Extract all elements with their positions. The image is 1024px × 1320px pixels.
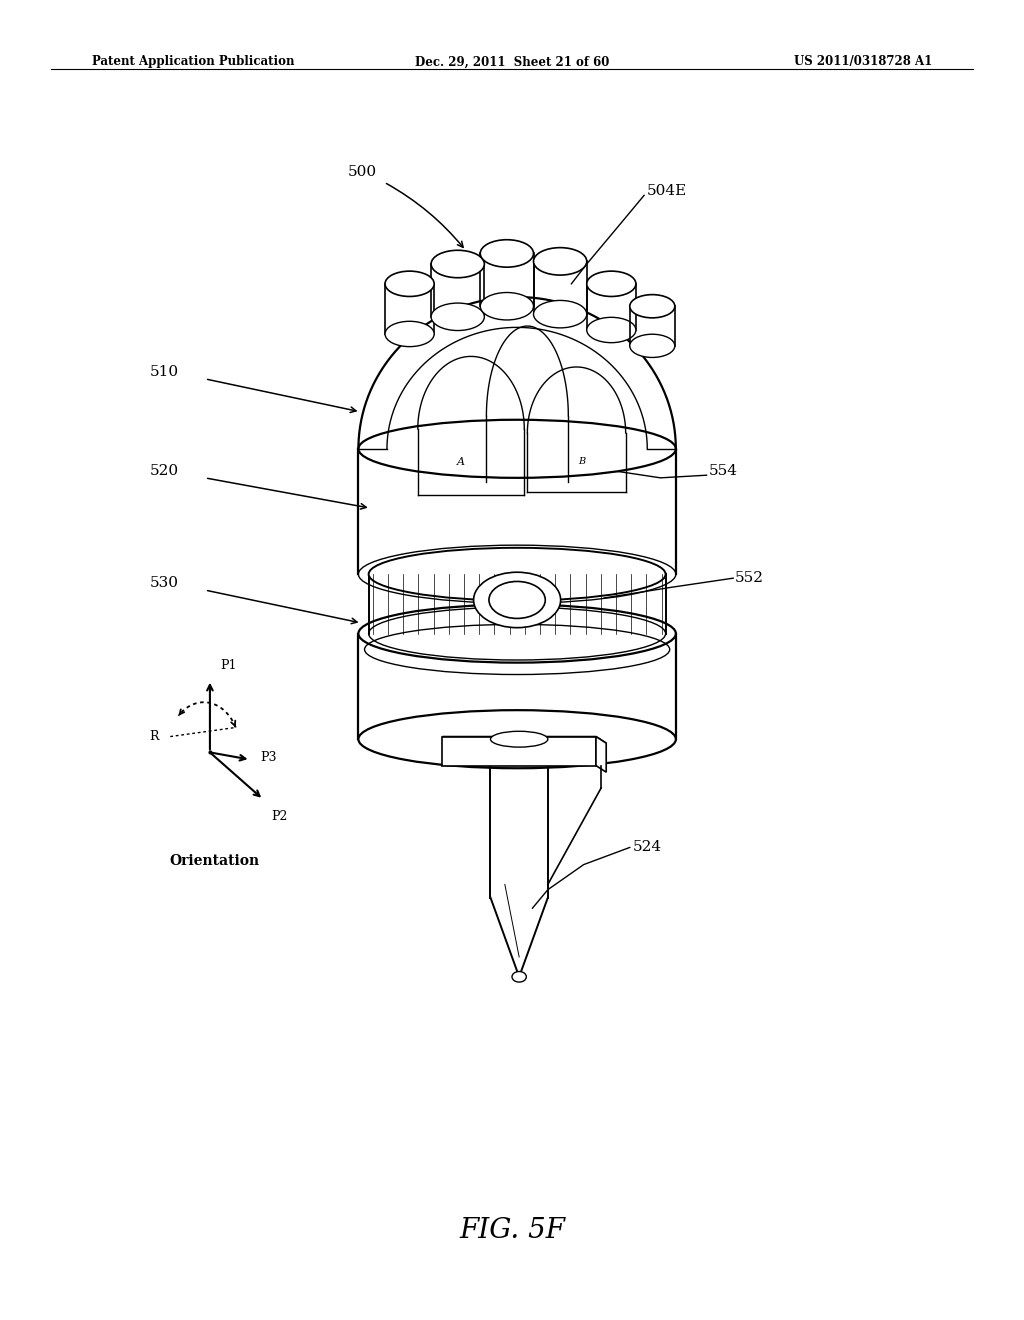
- Text: 552: 552: [735, 572, 764, 585]
- Ellipse shape: [490, 731, 548, 747]
- Ellipse shape: [358, 420, 676, 478]
- Text: Dec. 29, 2011  Sheet 21 of 60: Dec. 29, 2011 Sheet 21 of 60: [415, 55, 609, 69]
- Text: 504E: 504E: [647, 185, 687, 198]
- Ellipse shape: [534, 248, 587, 275]
- Text: Patent Application Publication: Patent Application Publication: [92, 55, 295, 69]
- Text: P1: P1: [220, 659, 237, 672]
- Ellipse shape: [587, 271, 636, 297]
- Text: P2: P2: [271, 810, 288, 824]
- Ellipse shape: [480, 293, 534, 319]
- Text: B: B: [579, 458, 585, 466]
- Ellipse shape: [512, 972, 526, 982]
- Text: R: R: [150, 730, 159, 743]
- Ellipse shape: [431, 251, 484, 277]
- Text: 520: 520: [151, 465, 179, 478]
- Ellipse shape: [587, 317, 636, 343]
- Ellipse shape: [358, 710, 676, 768]
- Text: FIG. 5F: FIG. 5F: [459, 1217, 565, 1243]
- Ellipse shape: [431, 304, 484, 330]
- Text: US 2011/0318728 A1: US 2011/0318728 A1: [794, 55, 932, 69]
- Polygon shape: [442, 737, 606, 743]
- Ellipse shape: [630, 294, 675, 318]
- Text: 524: 524: [633, 841, 662, 854]
- Ellipse shape: [534, 301, 587, 327]
- Ellipse shape: [473, 573, 561, 628]
- Text: 510: 510: [151, 366, 179, 379]
- Text: P3: P3: [261, 751, 278, 763]
- Ellipse shape: [369, 548, 666, 601]
- Text: 500: 500: [348, 165, 377, 178]
- Ellipse shape: [385, 271, 434, 297]
- Ellipse shape: [385, 321, 434, 347]
- Polygon shape: [596, 737, 606, 772]
- Text: 554: 554: [709, 465, 737, 478]
- Ellipse shape: [489, 581, 545, 618]
- Text: 530: 530: [151, 577, 179, 590]
- Ellipse shape: [480, 240, 534, 267]
- Polygon shape: [442, 737, 596, 766]
- Ellipse shape: [358, 605, 676, 663]
- Ellipse shape: [630, 334, 675, 358]
- Text: A: A: [457, 457, 465, 467]
- Text: Orientation: Orientation: [169, 854, 259, 869]
